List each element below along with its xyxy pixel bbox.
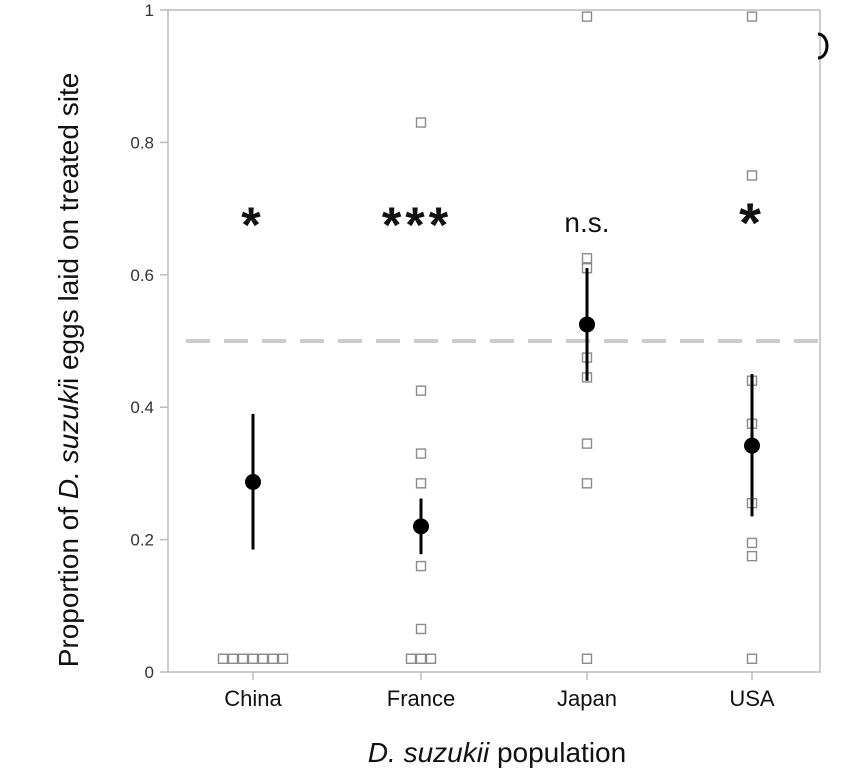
x-tick-label: Japan [557,686,617,711]
significance-label: n.s. [564,207,609,238]
raw-data-point [746,537,758,549]
raw-data-point [227,653,239,664]
raw-data-point [581,478,593,489]
raw-data-point [746,550,758,562]
raw-data-point [581,11,593,22]
raw-points-layer [217,11,758,664]
raw-data-point [415,385,427,396]
raw-data-point [267,653,279,664]
mean-point [413,518,429,535]
x-axis-title-plain: population [489,737,626,768]
raw-data-point [217,653,229,664]
raw-data-point [415,560,427,572]
y-tick-label: 0 [145,663,154,682]
x-tick-label: France [387,686,455,711]
raw-data-point [247,653,259,664]
significance-label: * [241,197,264,253]
x-axis: China France Japan USA [224,672,775,711]
raw-data-point [581,653,593,664]
raw-data-point [581,438,593,449]
y-axis-title: Proportion of D. suzukii eggs laid on tr… [53,73,84,668]
x-tick-label: USA [729,686,775,711]
raw-data-point [746,653,758,664]
raw-data-point [581,253,593,264]
raw-data-point [746,11,758,22]
x-axis-title-italic: D. suzukii [368,737,490,768]
raw-data-point [746,170,758,181]
significance-layer: * *** n.s. * [241,191,765,254]
raw-data-point [415,653,427,664]
mean-point [579,316,595,333]
raw-data-point [415,117,427,128]
y-axis: 0 0.2 0.4 0.6 0.8 1 [130,1,168,682]
significance-label: *** [382,197,452,253]
significance-label: * [739,191,765,254]
raw-data-point [425,653,437,664]
raw-data-point [257,653,269,664]
y-tick-label: 0.6 [130,266,154,285]
raw-data-point [415,623,427,635]
plot-frame [167,9,821,673]
y-axis-title-pre: Proportion of [53,499,84,667]
raw-data-point [405,653,417,664]
y-tick-label: 1 [145,1,154,20]
y-tick-label: 0.8 [130,133,154,152]
raw-data-point [415,448,427,459]
cropped-mark-icon [817,32,829,60]
raw-data-point [277,653,289,664]
means-layer [245,268,760,555]
y-tick-label: 0.2 [130,531,154,550]
mean-point [245,474,261,491]
x-axis-title: D. suzukii population [368,737,626,768]
y-axis-title-post: i eggs laid on treated site [53,73,84,384]
x-tick-label: China [224,686,282,711]
mean-point [744,437,760,454]
raw-data-point [415,478,427,489]
y-tick-label: 0.4 [130,398,154,417]
y-axis-title-italic: D. suzuki [53,383,84,499]
raw-data-point [237,653,249,664]
